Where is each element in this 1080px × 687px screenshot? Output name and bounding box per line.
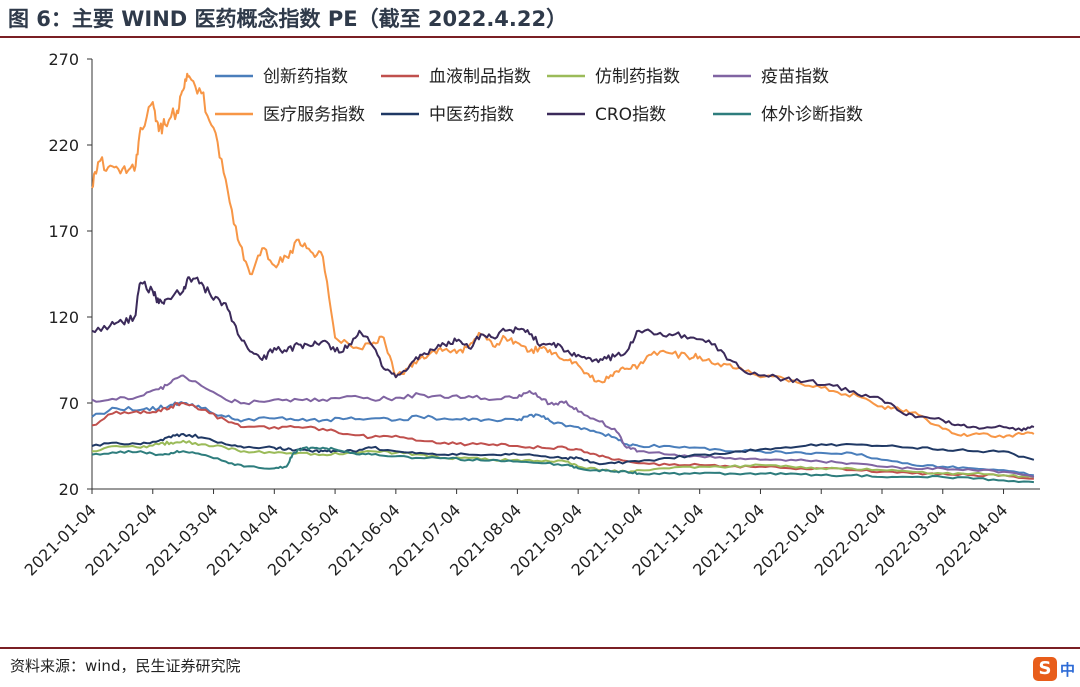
y-tick-label: 220 <box>48 136 79 155</box>
y-tick-label: 20 <box>59 480 79 499</box>
series-line-2 <box>91 439 1034 478</box>
legend-label: 仿制药指数 <box>595 67 680 87</box>
legend-label: CRO指数 <box>595 105 666 125</box>
page-title: 图 6：主要 WIND 医药概念指数 PE（截至 2022.4.22） <box>8 7 568 31</box>
brand-logo: S <box>1033 657 1057 681</box>
y-tick-label: 170 <box>48 222 79 241</box>
legend-label: 血液制品指数 <box>429 67 531 87</box>
legend-label: 创新药指数 <box>263 67 348 87</box>
series-line-6 <box>91 276 1035 432</box>
source-note: 资料来源：wind，民生证券研究院 <box>10 657 241 675</box>
footer-divider <box>0 647 1080 649</box>
line-chart: 20701201702202702021-01-042021-02-042021… <box>21 50 1040 580</box>
series-line-3 <box>91 374 1035 478</box>
legend-label: 体外诊断指数 <box>761 105 863 125</box>
series-line-5 <box>91 433 1035 466</box>
legend-label: 中医药指数 <box>429 105 514 125</box>
series-line-4 <box>91 72 1035 439</box>
y-tick-label: 120 <box>48 308 79 327</box>
logo-label: 中 <box>1060 661 1076 679</box>
y-tick-label: 70 <box>59 394 79 413</box>
chart-axes: 20701201702202702021-01-042021-02-042021… <box>21 50 1040 580</box>
series-line-0 <box>91 401 1034 477</box>
title-divider <box>0 36 1080 38</box>
chart-series <box>91 72 1035 484</box>
y-tick-label: 270 <box>48 50 79 69</box>
legend-label: 疫苗指数 <box>761 67 829 87</box>
legend-label: 医疗服务指数 <box>263 105 365 125</box>
series-line-7 <box>91 446 1034 484</box>
